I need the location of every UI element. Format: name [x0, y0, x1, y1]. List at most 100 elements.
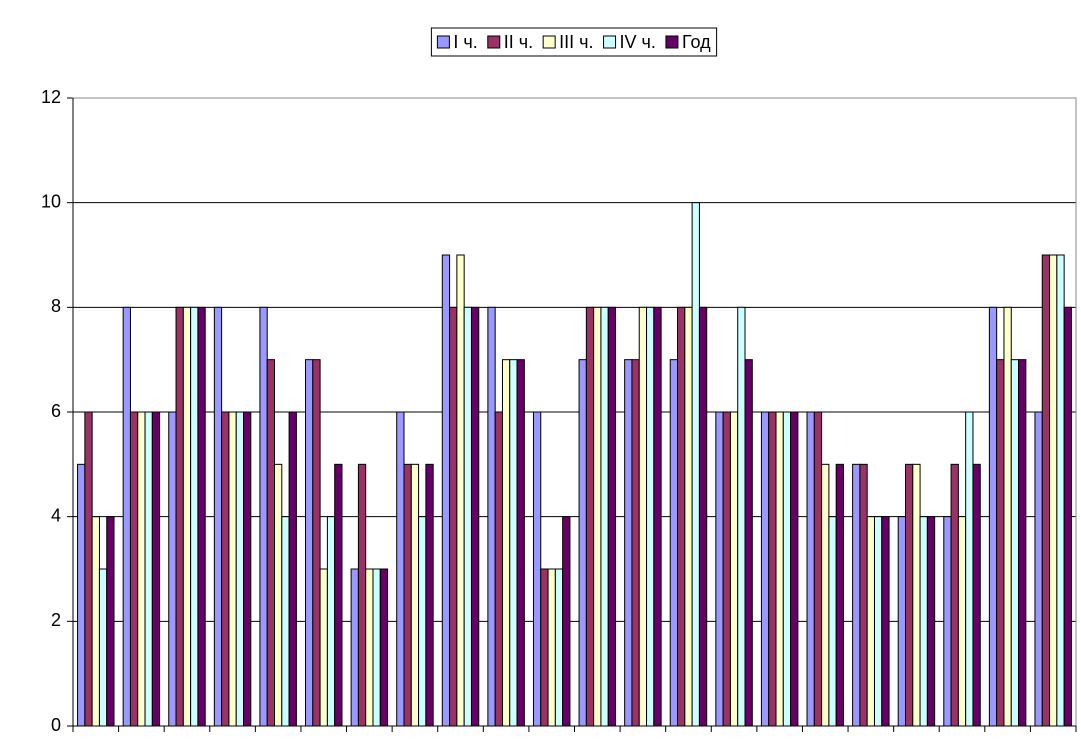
- bar: [350, 568, 359, 727]
- bar: [98, 568, 108, 727]
- bar: [365, 568, 374, 727]
- bar: [509, 359, 518, 727]
- bar: [1003, 306, 1012, 727]
- bar: [866, 516, 875, 727]
- bar: [77, 463, 86, 727]
- bar: [547, 568, 556, 727]
- bar: [91, 516, 100, 727]
- bar: [722, 411, 731, 727]
- bar: [357, 463, 367, 727]
- bar: [288, 411, 297, 727]
- bar: [988, 306, 998, 727]
- y-tick-label: 12: [41, 87, 61, 107]
- bar: [554, 568, 564, 727]
- bar: [151, 411, 161, 727]
- bar: [760, 411, 770, 727]
- bar: [912, 463, 921, 727]
- bar: [881, 516, 890, 727]
- bar: [1063, 306, 1072, 727]
- bar: [213, 306, 223, 727]
- bar: [540, 568, 549, 727]
- bar: [607, 306, 617, 727]
- bar: [259, 306, 268, 727]
- bar: [334, 463, 343, 727]
- bar: [873, 516, 883, 727]
- bar: [396, 411, 405, 727]
- bar: [106, 516, 115, 727]
- bar: [532, 411, 542, 727]
- bar: [698, 306, 708, 727]
- y-tick-label: 6: [51, 401, 61, 421]
- bar: [425, 463, 434, 727]
- bar: [312, 359, 321, 727]
- y-tick-label: 2: [51, 610, 61, 630]
- bar: [197, 306, 206, 727]
- bar: [326, 516, 336, 727]
- legend-label: II ч.: [504, 32, 533, 52]
- bar: [806, 411, 815, 727]
- bar: [243, 411, 252, 727]
- bar: [463, 306, 472, 727]
- bar: [737, 306, 746, 727]
- bar: [957, 516, 967, 727]
- legend-swatch: [487, 35, 501, 49]
- legend-swatch: [542, 35, 556, 49]
- bar: [638, 306, 648, 727]
- bar: [790, 411, 799, 727]
- bar: [646, 306, 655, 727]
- bar: [821, 463, 830, 727]
- bar: [305, 359, 314, 727]
- bar: [84, 411, 93, 727]
- bar: [410, 463, 420, 727]
- bar: [1010, 359, 1020, 727]
- bar: [182, 306, 192, 727]
- bar: [137, 411, 146, 727]
- bar: [744, 359, 753, 727]
- legend-label: I ч.: [453, 32, 477, 52]
- bar: [1056, 254, 1065, 727]
- bar: [653, 306, 662, 727]
- bar: [190, 306, 199, 727]
- bar: [715, 411, 724, 727]
- bar: [418, 516, 427, 727]
- bar: [950, 463, 959, 727]
- bar: [691, 202, 700, 727]
- bar: [972, 463, 981, 727]
- bar: [122, 306, 131, 727]
- bar: [281, 516, 290, 727]
- bar: [677, 306, 686, 727]
- bar: [449, 306, 458, 727]
- y-tick-label: 10: [41, 191, 61, 211]
- bar: [403, 463, 412, 727]
- bar: [813, 411, 823, 727]
- bar: [965, 411, 974, 727]
- bar: [669, 359, 679, 727]
- bar: [379, 568, 389, 727]
- bar: [562, 516, 571, 727]
- bar: [996, 359, 1005, 727]
- legend-swatch: [436, 35, 450, 49]
- bar: [859, 463, 868, 727]
- bar: [926, 516, 936, 727]
- bar: [919, 516, 928, 727]
- bar: [266, 359, 276, 727]
- legend-label: IV ч.: [620, 32, 656, 52]
- bar: [487, 306, 496, 727]
- bar: [684, 306, 693, 727]
- bar: [319, 568, 328, 727]
- bar: [129, 411, 139, 727]
- bar: [221, 411, 230, 727]
- bar: [516, 359, 525, 727]
- y-tick-label: 4: [51, 505, 61, 525]
- bar: [1049, 254, 1058, 727]
- bar: [904, 463, 914, 727]
- bar: [494, 411, 503, 727]
- bar: [775, 411, 784, 727]
- bar: [470, 306, 480, 727]
- bar: [835, 463, 844, 727]
- bar: [228, 411, 237, 727]
- bar: [144, 411, 153, 727]
- legend-label: Год: [682, 32, 711, 52]
- bar: [624, 359, 633, 727]
